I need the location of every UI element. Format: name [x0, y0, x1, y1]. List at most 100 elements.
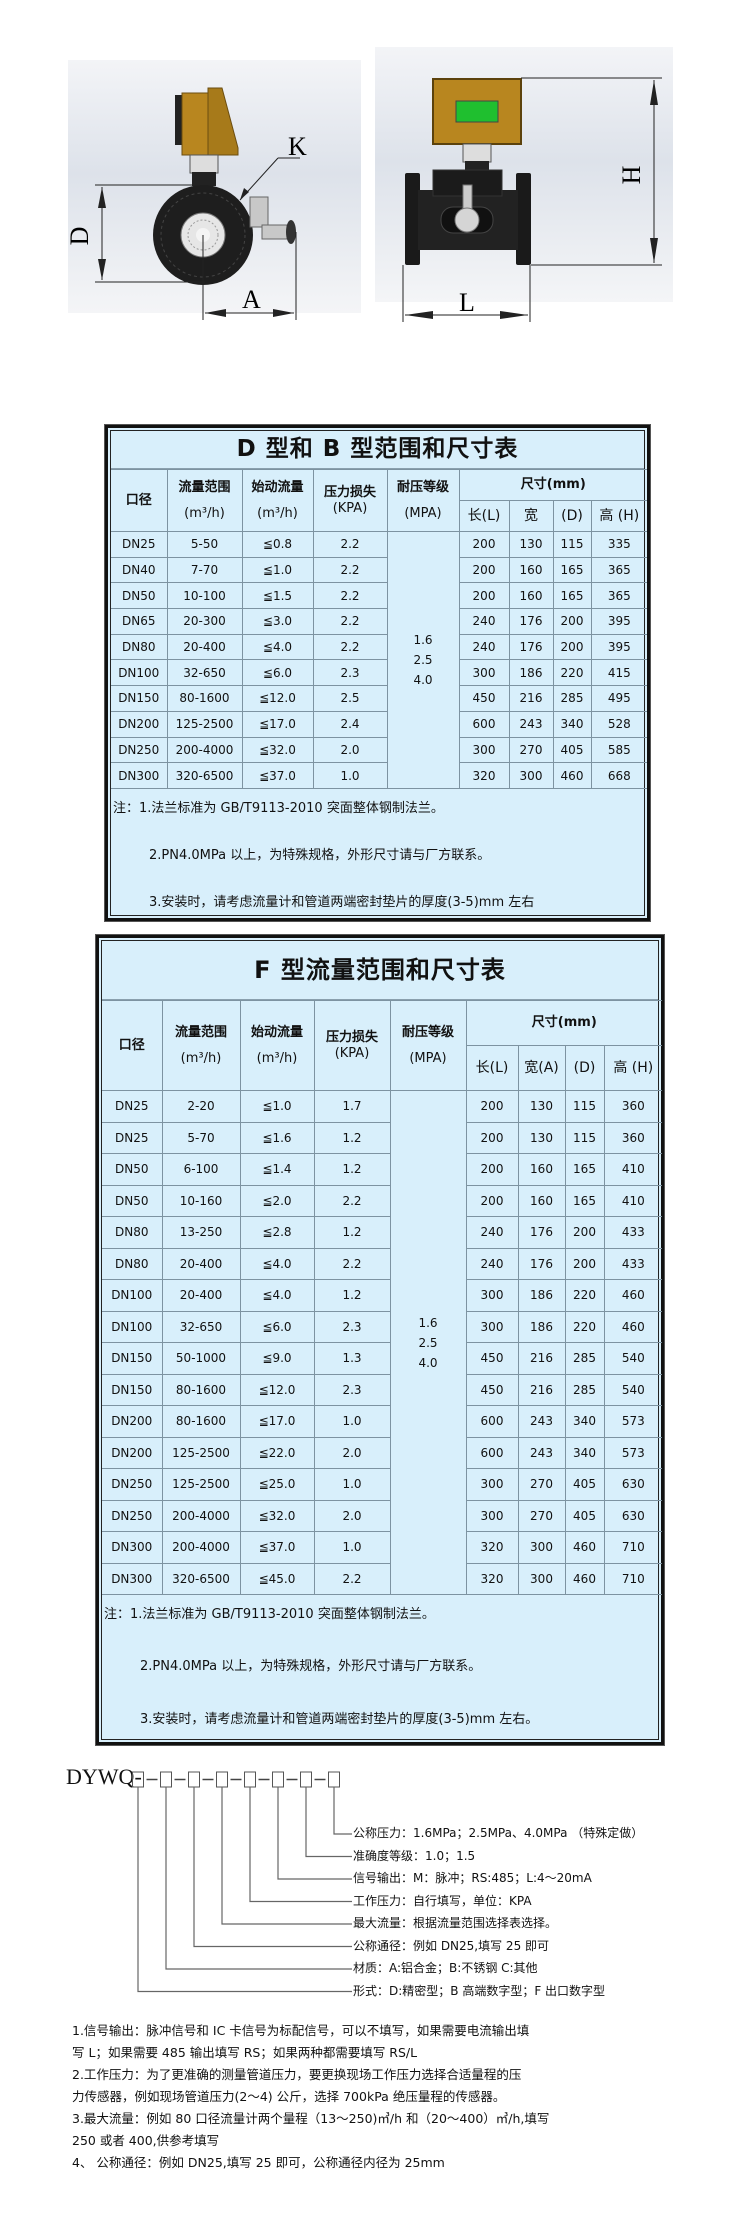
table-cell: 285 — [552, 685, 592, 712]
pressure-grade-cell: 1.6 2.5 4.0 — [386, 531, 460, 789]
table-cell: 2.4 — [312, 710, 388, 738]
table-cell: DN250 — [102, 1468, 163, 1501]
table-cell: ≦25.0 — [239, 1468, 315, 1501]
pressure-level: 1.6 — [418, 1315, 438, 1330]
table-cell: 600 — [458, 710, 510, 738]
table-cell: 115 — [552, 531, 592, 558]
table-cell: ≦0.8 — [241, 531, 314, 558]
meter-housing-side — [207, 87, 239, 156]
table-cell: 10-160 — [161, 1184, 241, 1217]
table-cell: 300 — [508, 762, 554, 789]
table-cell: 80-1600 — [166, 685, 243, 712]
table-cell: 460 — [564, 1562, 605, 1595]
code-field-label: 公称压力：1.6MPa；2.5MPa、4.0MPa （特殊定做） — [353, 1826, 644, 1840]
code-slot-box — [188, 1771, 200, 1788]
note-line: 250 或者 400,供参考填写 — [72, 2133, 220, 2148]
code-field-label: 工作压力：自行填写，单位：KPA — [353, 1893, 532, 1908]
note-line: 3.最大流量：例如 80 口径流量计两个量程（13～250)㎥/h 和（20～4… — [72, 2111, 550, 2126]
table-cell: 200 — [465, 1090, 519, 1123]
table-cell: 220 — [564, 1310, 605, 1343]
table-cell: ≦3.0 — [241, 608, 314, 635]
table-cell: 165 — [552, 582, 592, 610]
table-cell: 130 — [517, 1090, 566, 1123]
header-length: 长(L) — [466, 1045, 519, 1091]
table-row: DN200 125-2500 ≦17.0 2.4 600 243 340 528 — [111, 710, 648, 738]
table-cell: 200-4000 — [166, 736, 243, 764]
header-label: 始动流量 — [250, 1024, 303, 1040]
table-row: DN300 200-4000 ≦37.0 1.0 320 300 460 710 — [102, 1531, 663, 1564]
table-cell: 1.2 — [313, 1216, 391, 1249]
left-flange — [405, 173, 420, 265]
table-cell: 1.0 — [313, 1405, 391, 1438]
header-unit: (m³/h) — [184, 505, 225, 521]
table-cell: DN50 — [102, 1184, 163, 1217]
dimension-label-d: D — [65, 227, 94, 246]
table-cell: 300 — [465, 1468, 519, 1501]
table-cell: 320 — [465, 1531, 519, 1564]
table-cell: 300 — [458, 736, 510, 764]
table-cell: 220 — [564, 1279, 605, 1312]
table-cell: 2.0 — [312, 736, 388, 764]
table-cell: ≦12.0 — [239, 1373, 315, 1406]
note-line: 写 L；如果需要 485 输出填写 RS；如果两种都需要填写 RS/L — [72, 2045, 418, 2060]
note-line: 2.工作压力：为了更准确的测量管道压力，要更换现场工作压力选择合适量程的压 — [72, 2067, 522, 2082]
table-cell: 285 — [564, 1342, 605, 1375]
header-label: 流量范围 — [178, 479, 231, 495]
leader-line — [305, 1787, 352, 1858]
note-line: 3.安装时，请考虑流量计和管道两端密封垫片的厚度(3-5)mm 左右 — [149, 894, 535, 910]
header-width: 宽 — [508, 500, 554, 532]
table-cell: 32-650 — [161, 1310, 241, 1343]
table-cell: 320-6500 — [166, 762, 243, 789]
table-cell: 1.2 — [313, 1279, 391, 1312]
table-cell: 630 — [603, 1499, 663, 1532]
table-cell: ≦12.0 — [241, 685, 314, 712]
pressure-level: 4.0 — [413, 672, 433, 687]
model-code-prefix: DYWQ- — [66, 1764, 142, 1789]
table-cell: 220 — [552, 659, 592, 687]
table-cell: 300 — [465, 1310, 519, 1343]
table-cell: 300 — [465, 1279, 519, 1312]
leader-line — [193, 1787, 352, 1948]
header-d: (D) — [552, 500, 592, 532]
header-unit: (KPA) — [334, 1045, 370, 1061]
table-cell: 200 — [564, 1216, 605, 1249]
table-row: DN250 200-4000 ≦32.0 2.0 300 270 405 630 — [102, 1499, 663, 1532]
table-cell: 240 — [465, 1247, 519, 1280]
leader-line — [249, 1787, 352, 1903]
table-row: DN25 5-70 ≦1.6 1.2 200 130 115 360 — [102, 1121, 663, 1154]
header-row: 长(L) 宽 (D) 高 (H) — [111, 500, 648, 532]
table-cell: 1.0 — [313, 1468, 391, 1501]
model-code-leader-lines — [132, 1771, 352, 1993]
table-cell: DN150 — [111, 685, 168, 712]
table-cell: 433 — [603, 1216, 663, 1249]
table-cell: 360 — [603, 1090, 663, 1123]
header-start-flow: 始动流量 (m³/h) — [239, 1000, 315, 1091]
table-title: F 型流量范围和尺寸表 — [102, 941, 658, 1000]
table-cell: 200 — [458, 556, 510, 584]
table-cell: 630 — [603, 1468, 663, 1501]
leader-line — [137, 1787, 352, 1993]
table-row: DN300 320-6500 ≦45.0 2.2 320 300 460 710 — [102, 1562, 663, 1595]
table-cell: 186 — [517, 1310, 566, 1343]
table-cell: ≦6.0 — [239, 1310, 315, 1343]
dimension-label-k: K — [288, 132, 307, 161]
table-cell: 200 — [458, 531, 510, 558]
table-row: DN100 32-650 ≦6.0 2.3 300 186 220 415 — [111, 659, 648, 687]
code-slot-box — [132, 1771, 144, 1788]
table-cell: 360 — [603, 1121, 663, 1154]
table-notes: 注：1.法兰标准为 GB/T9113-2010 突面整体钢制法兰。 2.PN4.0… — [102, 1595, 658, 1735]
header-pressure-loss: 压力损失 (KPA) — [313, 1000, 391, 1091]
table-cell: 450 — [465, 1373, 519, 1406]
table-cell: 13-250 — [161, 1216, 241, 1249]
table-cell: 320-6500 — [161, 1562, 241, 1595]
table-cell: 365 — [590, 582, 648, 610]
table-cell: DN50 — [111, 582, 168, 610]
table-cell: 1.0 — [313, 1531, 391, 1564]
table-cell: 125-2500 — [166, 710, 243, 738]
header-unit: (KPA) — [332, 500, 368, 516]
note-line: 2.PN4.0MPa 以上，为特殊规格，外形尺寸请与厂方联系。 — [149, 847, 491, 863]
f-type-spec-table: F 型流量范围和尺寸表 口径 流量范围 (m³/h) 始动流量 (m³/h) 压力损失 (K… — [95, 934, 665, 1746]
table-cell: DN65 — [111, 608, 168, 635]
table-row: DN40 7-70 ≦1.0 2.2 200 160 165 365 — [111, 556, 648, 584]
table-cell: 573 — [603, 1405, 663, 1438]
